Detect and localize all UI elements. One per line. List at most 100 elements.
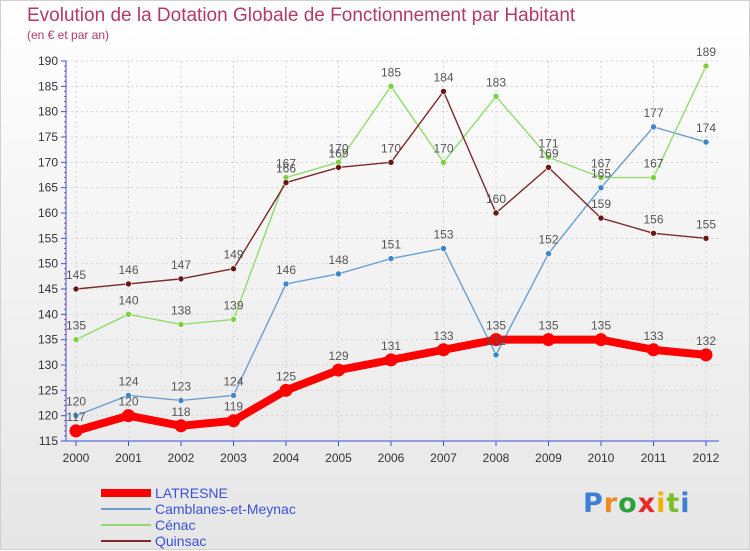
data-label-cenac-2007: 170 xyxy=(433,141,453,155)
data-label-quinsac-2012: 155 xyxy=(696,217,716,231)
x-tick-label-2009: 2009 xyxy=(535,451,562,465)
data-point-quinsac-2010 xyxy=(597,214,605,222)
data-label-latresne-2001: 120 xyxy=(118,395,138,409)
data-label-quinsac-2011: 156 xyxy=(643,212,663,226)
data-label-cenac-2001: 140 xyxy=(118,293,138,307)
data-point-camblanes-et-meynac-2006 xyxy=(387,255,395,262)
data-point-camblanes-et-meynac-2003 xyxy=(230,392,237,399)
data-point-latresne-2009 xyxy=(542,333,555,347)
y-tick-label-155: 155 xyxy=(38,231,58,245)
data-label-quinsac-2007: 184 xyxy=(433,70,453,84)
data-point-camblanes-et-meynac-2001 xyxy=(125,392,132,399)
data-label-cenac-2010: 167 xyxy=(591,157,611,171)
data-label-camblanes-et-meynac-2003: 124 xyxy=(223,374,243,388)
data-point-latresne-2006 xyxy=(384,353,398,367)
data-label-quinsac-2009: 169 xyxy=(538,146,558,160)
data-point-cenac-2000 xyxy=(72,336,80,343)
data-label-cenac-2008: 183 xyxy=(486,75,506,89)
data-point-quinsac-2004 xyxy=(282,179,290,186)
y-tick-label-180: 180 xyxy=(38,105,58,119)
data-point-latresne-2004 xyxy=(279,383,293,397)
data-point-cenac-2008 xyxy=(492,93,500,100)
data-point-quinsac-2007 xyxy=(440,88,447,95)
data-point-camblanes-et-meynac-2009 xyxy=(545,250,552,257)
data-label-latresne-2010: 135 xyxy=(591,319,611,333)
data-label-latresne-2005: 129 xyxy=(328,349,348,363)
data-label-camblanes-et-meynac-2001: 124 xyxy=(118,374,138,388)
axes: 115 120 125 130 135 140 145 150 155 160 165 170 175 1… xyxy=(38,54,720,465)
chart-subtitle: (en € et par an) xyxy=(27,28,110,42)
legend-label-latresne: LATRESNE xyxy=(155,485,228,501)
data-point-quinsac-2006 xyxy=(387,159,395,166)
x-tick-label-2004: 2004 xyxy=(273,451,300,465)
data-point-camblanes-et-meynac-2012 xyxy=(702,138,710,146)
proxiti-logo: Proxiti xyxy=(583,488,691,519)
data-point-quinsac-2011 xyxy=(650,229,657,237)
data-point-camblanes-et-meynac-2007 xyxy=(440,245,447,252)
logo-letter: x xyxy=(637,488,657,519)
data-point-camblanes-et-meynac-2011 xyxy=(650,123,657,131)
legend-swatch-latresne xyxy=(101,489,151,497)
data-point-cenac-2012 xyxy=(702,62,710,70)
data-label-quinsac-2001: 146 xyxy=(118,263,138,277)
data-label-cenac-2003: 139 xyxy=(223,298,243,312)
y-tick-label-170: 170 xyxy=(38,155,58,169)
x-tick-label-2006: 2006 xyxy=(378,451,405,465)
legend-label-cenac: Cénac xyxy=(155,517,196,533)
legend-label-camblanes: Camblanes-et-Meynac xyxy=(155,501,296,517)
y-tick-label-190: 190 xyxy=(38,54,58,68)
y-tick-label-120: 120 xyxy=(38,409,58,423)
data-point-quinsac-2000 xyxy=(72,285,80,293)
y-tick-label-130: 130 xyxy=(38,358,58,372)
data-label-quinsac-2002: 147 xyxy=(171,258,191,272)
data-label-quinsac-2010: 159 xyxy=(591,197,611,211)
data-point-quinsac-2012 xyxy=(702,235,710,242)
data-point-latresne-2002 xyxy=(174,419,188,433)
data-label-quinsac-2004: 166 xyxy=(276,162,296,176)
data-label-latresne-2006: 131 xyxy=(381,339,401,353)
data-label-camblanes-et-meynac-2009: 152 xyxy=(538,233,558,247)
data-label-latresne-2009: 135 xyxy=(538,319,558,333)
data-label-camblanes-et-meynac-2010: 165 xyxy=(591,167,611,181)
data-point-camblanes-et-meynac-2004 xyxy=(282,280,290,288)
data-label-camblanes-et-meynac-2012: 174 xyxy=(696,121,716,135)
data-label-camblanes-et-meynac-2005: 148 xyxy=(328,253,348,267)
data-point-quinsac-2005 xyxy=(335,164,342,171)
data-point-camblanes-et-meynac-2000 xyxy=(72,412,80,419)
data-label-camblanes-et-meynac-2002: 123 xyxy=(171,379,191,393)
data-point-latresne-2001 xyxy=(122,409,135,423)
x-tick-label-2012: 2012 xyxy=(693,451,720,465)
logo-letter: i xyxy=(656,488,667,519)
data-label-quinsac-2000: 145 xyxy=(66,268,86,282)
data-label-latresne-2004: 125 xyxy=(276,369,296,383)
data-label-camblanes-et-meynac-2008: 132 xyxy=(486,334,506,348)
data-label-cenac-2000: 135 xyxy=(66,319,86,333)
data-point-latresne-2005 xyxy=(332,363,345,377)
x-tick-label-2003: 2003 xyxy=(220,451,247,465)
data-point-quinsac-2009 xyxy=(545,164,552,171)
y-tick-label-175: 175 xyxy=(38,130,58,144)
chart-title: Evolution de la Dotation Globale de Fonc… xyxy=(27,5,576,26)
data-point-latresne-2003 xyxy=(227,414,240,428)
data-point-camblanes-et-meynac-2002 xyxy=(177,397,185,404)
data-point-cenac-2007 xyxy=(440,159,447,166)
data-point-latresne-2010 xyxy=(594,333,608,347)
data-label-camblanes-et-meynac-2000: 120 xyxy=(66,395,86,409)
data-point-quinsac-2008 xyxy=(492,209,500,217)
logo-letter: t xyxy=(666,488,681,519)
legend-label-quinsac: Quinsac xyxy=(155,533,207,549)
x-tick-label-2000: 2000 xyxy=(63,451,90,465)
data-label-cenac-2005: 170 xyxy=(328,141,348,155)
x-tick-label-2005: 2005 xyxy=(325,451,352,465)
y-tick-label-115: 115 xyxy=(39,434,58,448)
data-point-cenac-2009 xyxy=(545,153,552,161)
data-point-cenac-2001 xyxy=(125,311,132,318)
logo-letter: P xyxy=(583,488,604,519)
data-label-quinsac-2008: 160 xyxy=(486,192,506,206)
y-tick-label-145: 145 xyxy=(38,282,58,296)
data-point-cenac-2006 xyxy=(387,83,395,90)
data-label-latresne-2003: 119 xyxy=(224,400,243,414)
data-label-camblanes-et-meynac-2007: 153 xyxy=(433,227,453,241)
